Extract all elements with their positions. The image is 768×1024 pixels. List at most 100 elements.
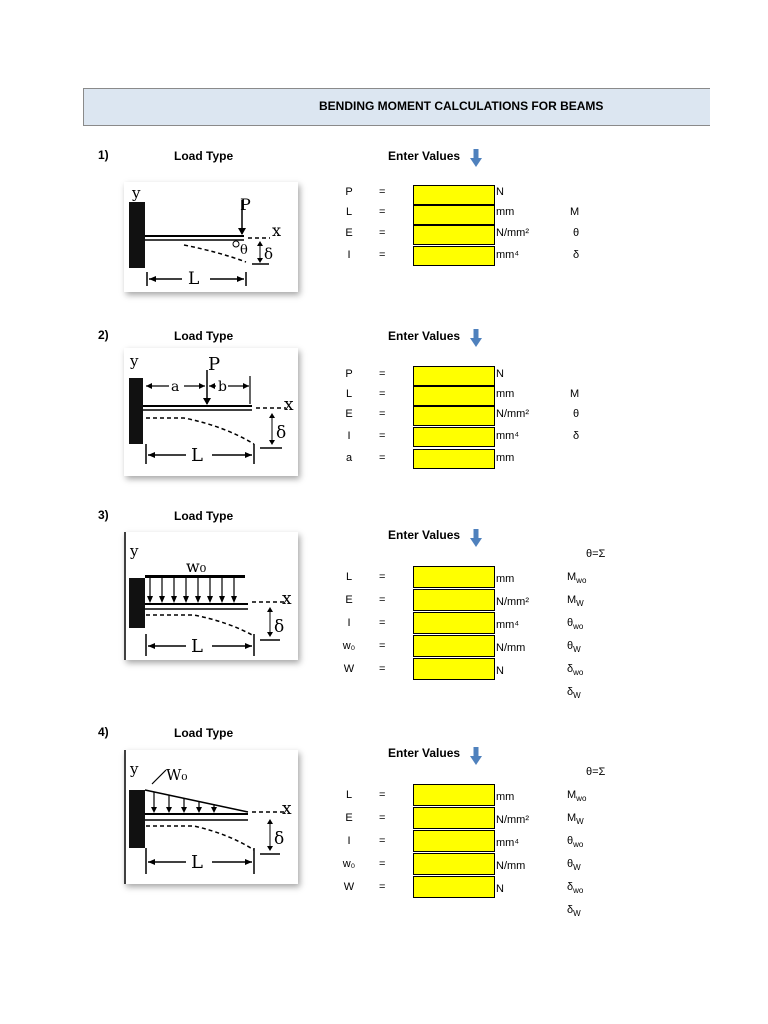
load-type-label: Load Type [174,149,234,163]
value-input-i[interactable] [413,427,495,447]
value-input-e[interactable] [413,589,495,611]
unit-label: N [496,186,504,198]
cantilever-uniform-load-figure: y w₀ x δ L [124,532,298,660]
section-number: 2) [98,328,109,342]
result-label-theta-wo: θwo [567,617,584,632]
equals-sign: = [379,617,386,629]
variable-label: L [345,388,353,400]
result-label-delta-w: δW [567,686,581,701]
variable-label: P [345,186,353,198]
unit-label: N [496,665,504,677]
result-label-delta-w: δW [567,904,581,919]
variable-label: W [343,663,355,675]
beam-diagram: y P x θ δ L [129,184,281,289]
section-number: 1) [98,148,109,162]
down-arrow-icon [470,747,482,765]
unit-label: mm [496,573,515,585]
value-input-e[interactable] [413,406,495,426]
equals-sign: = [379,835,386,847]
equals-sign: = [379,858,386,870]
value-input-p[interactable] [413,185,495,205]
equals-sign: = [379,408,386,420]
section-number: 4) [98,725,109,739]
value-input-a[interactable] [413,449,495,469]
result-label-theta: θ [573,227,580,239]
unit-label: mm [496,452,515,464]
unit-label: mm⁴ [496,249,520,261]
equals-sign: = [379,430,386,442]
down-arrow-icon [470,329,482,347]
result-label-mw: MW [567,812,584,827]
equals-sign: = [379,663,386,675]
variable-label: E [345,812,353,824]
fig-label-y: y [129,760,139,778]
equals-sign: = [379,881,386,893]
value-input-e[interactable] [413,225,495,245]
fig-label-delta: δ [264,245,273,263]
fig-label-x: x [282,799,292,819]
value-input-l[interactable] [413,386,495,406]
value-input-e[interactable] [413,807,495,829]
fig-label-p: P [208,354,220,375]
fig-label-delta: δ [276,423,286,443]
variable-label: a [345,452,353,464]
value-input-w[interactable] [413,658,495,680]
value-input-p[interactable] [413,366,495,386]
result-label-theta-sum: θ=Σ [586,766,606,778]
unit-label: N/mm² [496,596,529,608]
fig-label-l: L [191,852,203,873]
value-input-i[interactable] [413,830,495,852]
beam-diagram: y P a b x δ L [129,352,294,466]
unit-label: mm⁴ [496,619,520,631]
title-banner: BENDING MOMENT CALCULATIONS FOR BEAMS [83,88,710,126]
fig-label-l: L [191,636,203,657]
result-label-delta-wo: δwo [567,663,584,678]
result-label-theta-wo: θwo [567,835,584,850]
equals-sign: = [379,789,386,801]
variable-label: W [343,881,355,893]
page-title: BENDING MOMENT CALCULATIONS FOR BEAMS [319,99,604,113]
fig-label-y: y [129,542,139,560]
value-input-l[interactable] [413,784,495,806]
fig-label-delta: δ [274,829,284,849]
fig-label-b: b [218,379,227,395]
value-input-w0[interactable] [413,635,495,657]
variable-label: w₀ [342,858,356,870]
equals-sign: = [379,249,386,261]
unit-label: N/mm² [496,408,529,420]
result-label-mw: MW [567,594,584,609]
equals-sign: = [379,368,386,380]
enter-values-label: Enter Values [388,746,461,760]
load-type-label: Load Type [174,726,234,740]
unit-label: N/mm [496,642,526,654]
equals-sign: = [379,388,386,400]
result-label-m: M [570,388,580,400]
value-input-l[interactable] [413,205,495,225]
down-arrow-icon [470,529,482,547]
fig-label-x: x [284,395,294,415]
result-label-delta: δ [573,249,580,261]
result-label-delta: δ [573,430,580,442]
value-input-i[interactable] [413,612,495,634]
value-input-l[interactable] [413,566,495,588]
variable-label: L [345,206,353,218]
value-input-w0[interactable] [413,853,495,875]
unit-label: mm⁴ [496,430,520,442]
result-label-theta-w: θW [567,640,581,655]
variable-label: E [345,594,353,606]
unit-label: mm [496,388,515,400]
variable-label: E [345,227,353,239]
fig-label-w0: W₀ [166,766,187,784]
unit-label: N/mm² [496,227,529,239]
value-input-w[interactable] [413,876,495,898]
equals-sign: = [379,571,386,583]
unit-label: N/mm² [496,814,529,826]
beam-diagram: y W₀ x δ L [124,750,292,884]
fig-label-p: P [240,195,251,214]
variable-label: P [345,368,353,380]
load-type-label: Load Type [174,329,234,343]
fig-label-theta: θ [240,243,248,258]
value-input-i[interactable] [413,246,495,266]
variable-label: I [347,430,351,442]
unit-label: mm [496,791,515,803]
